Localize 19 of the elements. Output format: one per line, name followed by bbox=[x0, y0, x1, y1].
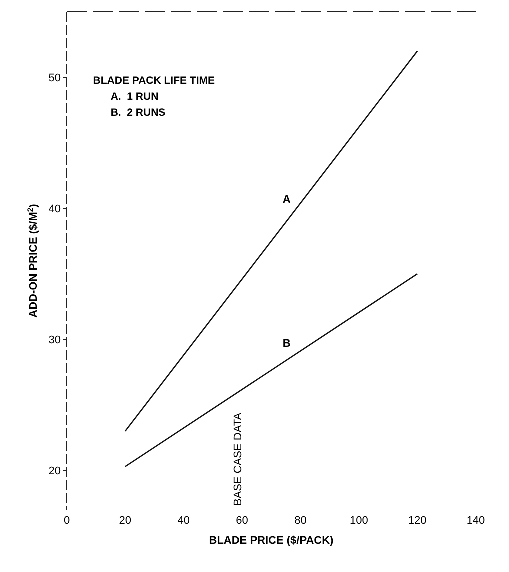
annotation: BASE CASE DATA bbox=[232, 412, 244, 506]
x-axis-title: BLADE PRICE ($/PACK) bbox=[209, 535, 334, 547]
series-label: B bbox=[282, 338, 291, 350]
annotation: A. 1 RUN bbox=[110, 91, 159, 104]
x-tick-label: 140 bbox=[466, 515, 486, 527]
x-tick-label: 120 bbox=[408, 515, 427, 527]
y-tick-label: 20 bbox=[48, 466, 61, 478]
y-tick-label: 50 bbox=[48, 72, 61, 84]
x-tick-label: 0 bbox=[64, 515, 70, 527]
x-tick-label: 80 bbox=[294, 515, 307, 527]
series-label: A bbox=[282, 194, 291, 206]
annotation: B. 2 RUNS bbox=[110, 107, 166, 120]
y-tick-label: 40 bbox=[48, 203, 61, 216]
x-tick-label: 100 bbox=[350, 515, 368, 527]
x-tick-label: 60 bbox=[236, 515, 248, 527]
x-tick-label: 40 bbox=[178, 515, 190, 527]
x-tick-label: 20 bbox=[119, 515, 132, 527]
y-tick-label: 30 bbox=[48, 334, 61, 346]
legend-title: BLADE PACK LIFE TIME bbox=[93, 75, 216, 88]
